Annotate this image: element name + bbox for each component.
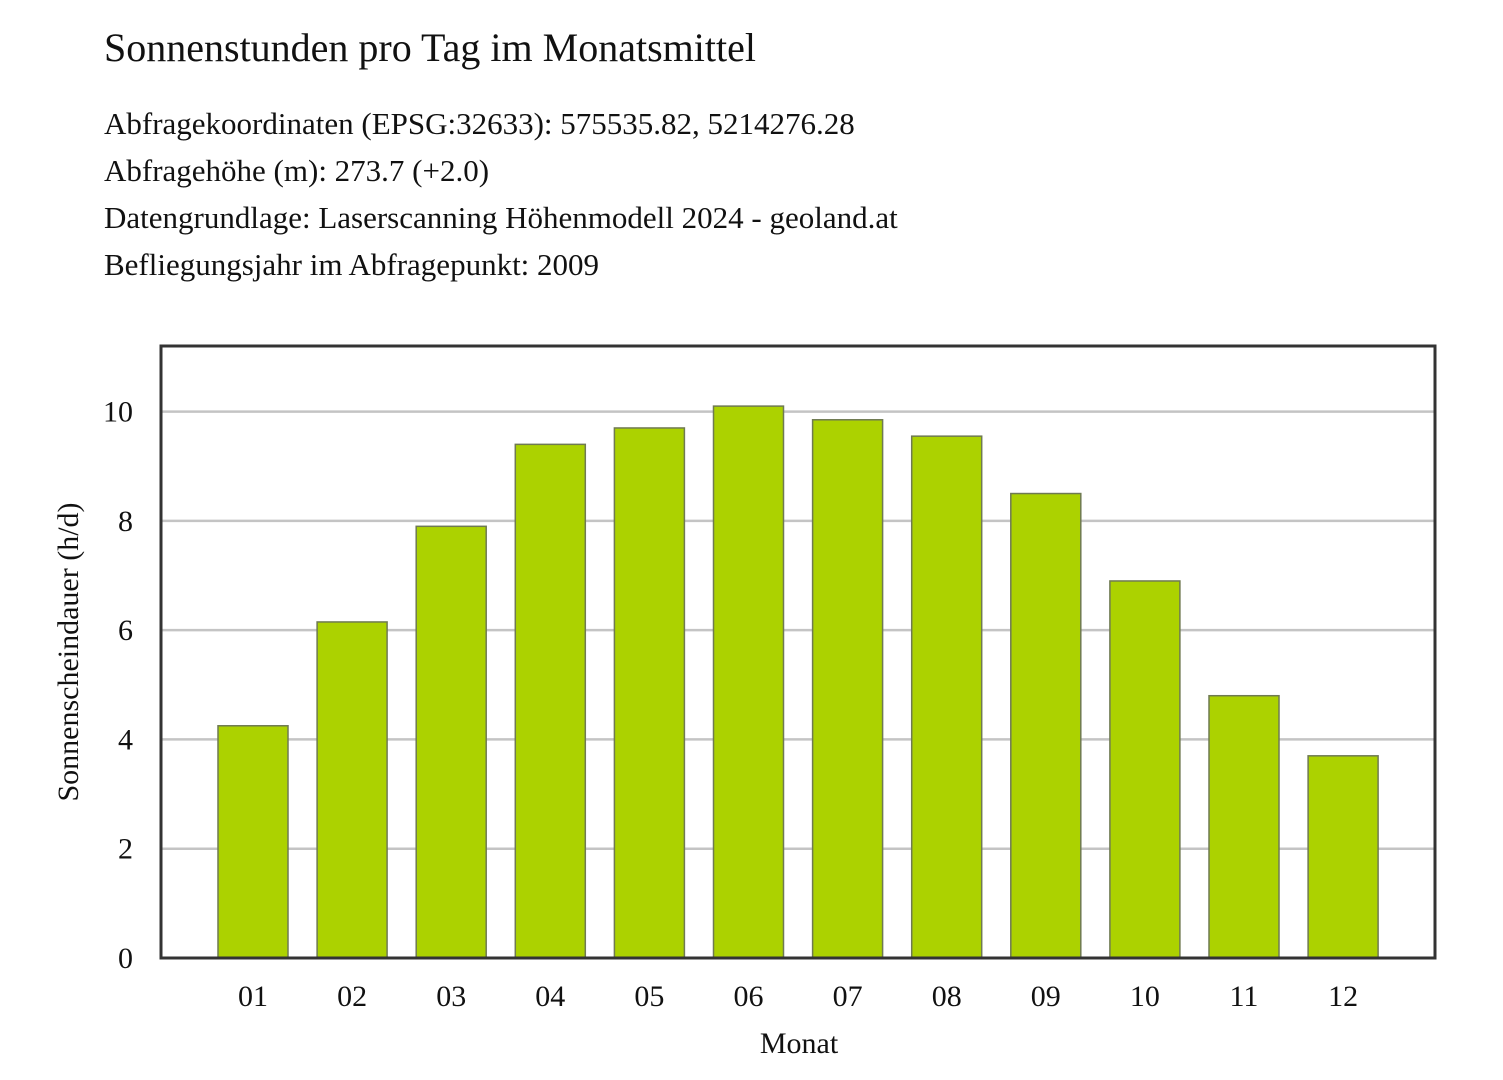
query-elevation: Abfragehöhe (m): 273.7 (+2.0) bbox=[104, 153, 490, 188]
bar-05 bbox=[613, 427, 686, 959]
x-tick-label: 04 bbox=[535, 980, 565, 1013]
x-axis-ticks: 01 02 03 04 05 06 07 08 09 10 11 12 bbox=[238, 980, 1358, 1013]
x-axis-title: Monat bbox=[760, 1027, 839, 1060]
x-tick-label: 02 bbox=[337, 980, 367, 1013]
bar-09 bbox=[1010, 492, 1082, 959]
survey-year: Befliegungsjahr im Abfragepunkt: 2009 bbox=[104, 247, 600, 282]
x-tick-label: 01 bbox=[238, 980, 268, 1013]
bar-02 bbox=[316, 621, 388, 959]
bar-01 bbox=[217, 725, 289, 959]
bar-06 bbox=[712, 405, 785, 959]
bar-12 bbox=[1307, 755, 1379, 959]
bar-10 bbox=[1109, 580, 1181, 959]
x-tick-label: 10 bbox=[1130, 980, 1160, 1013]
y-tick-label: 6 bbox=[118, 614, 133, 647]
bar-11 bbox=[1208, 694, 1280, 959]
x-tick-label: 12 bbox=[1328, 980, 1358, 1013]
x-tick-label: 05 bbox=[634, 980, 664, 1013]
x-tick-label: 06 bbox=[734, 980, 764, 1013]
x-tick-label: 03 bbox=[436, 980, 466, 1013]
bars bbox=[217, 405, 1379, 959]
query-info: Abfragekoordinaten (EPSG:32633): 575535.… bbox=[104, 100, 898, 288]
x-tick-label: 11 bbox=[1230, 980, 1259, 1013]
x-tick-label: 08 bbox=[932, 980, 962, 1013]
y-tick-label: 8 bbox=[118, 505, 133, 538]
y-tick-label: 0 bbox=[118, 942, 133, 975]
bar-07 bbox=[811, 419, 884, 959]
bar-08 bbox=[910, 435, 983, 959]
query-coordinates: Abfragekoordinaten (EPSG:32633): 575535.… bbox=[104, 106, 855, 141]
data-source: Datengrundlage: Laserscanning Höhenmodel… bbox=[104, 200, 898, 235]
y-axis-ticks: 0 2 4 6 8 10 bbox=[103, 396, 133, 975]
chart-title: Sonnenstunden pro Tag im Monatsmittel bbox=[104, 25, 756, 70]
y-tick-label: 10 bbox=[103, 396, 133, 429]
bar-04 bbox=[514, 443, 587, 959]
x-tick-label: 09 bbox=[1031, 980, 1061, 1013]
x-tick-label: 07 bbox=[833, 980, 863, 1013]
y-axis-title: Sonnenscheindauer (h/d) bbox=[52, 502, 85, 801]
bar-03 bbox=[415, 525, 487, 959]
y-tick-label: 2 bbox=[118, 833, 133, 866]
y-tick-label: 4 bbox=[118, 723, 133, 756]
plot-frame bbox=[159, 344, 1437, 960]
